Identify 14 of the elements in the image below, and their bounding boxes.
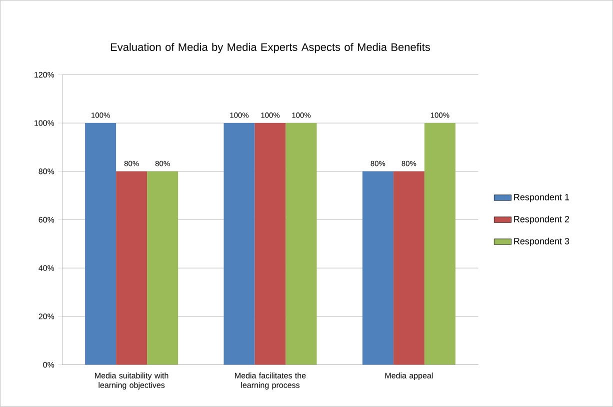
legend-label: Respondent 2: [514, 216, 570, 224]
x-tick-label: Media appeal: [385, 372, 433, 380]
y-tick-label: 40%: [38, 265, 54, 271]
y-tick-label: 60%: [38, 216, 54, 223]
legend-label: Respondent 1: [514, 194, 570, 202]
y-tick-label: 100%: [34, 120, 54, 126]
chart-title: Evaluation of Media by Media Experts Aspects of Media Benefits: [110, 42, 430, 54]
y-tick-label: 80%: [38, 168, 54, 174]
y-tick-label: 120%: [34, 72, 54, 78]
y-tick-label: 20%: [38, 314, 54, 320]
y-tick-label: 0%: [43, 362, 54, 368]
x-tick-label: Media suitability with learning objectives: [95, 372, 168, 390]
legend-label: Respondent 3: [514, 238, 570, 246]
x-tick-label: Media facilitates the learning process: [235, 372, 306, 390]
